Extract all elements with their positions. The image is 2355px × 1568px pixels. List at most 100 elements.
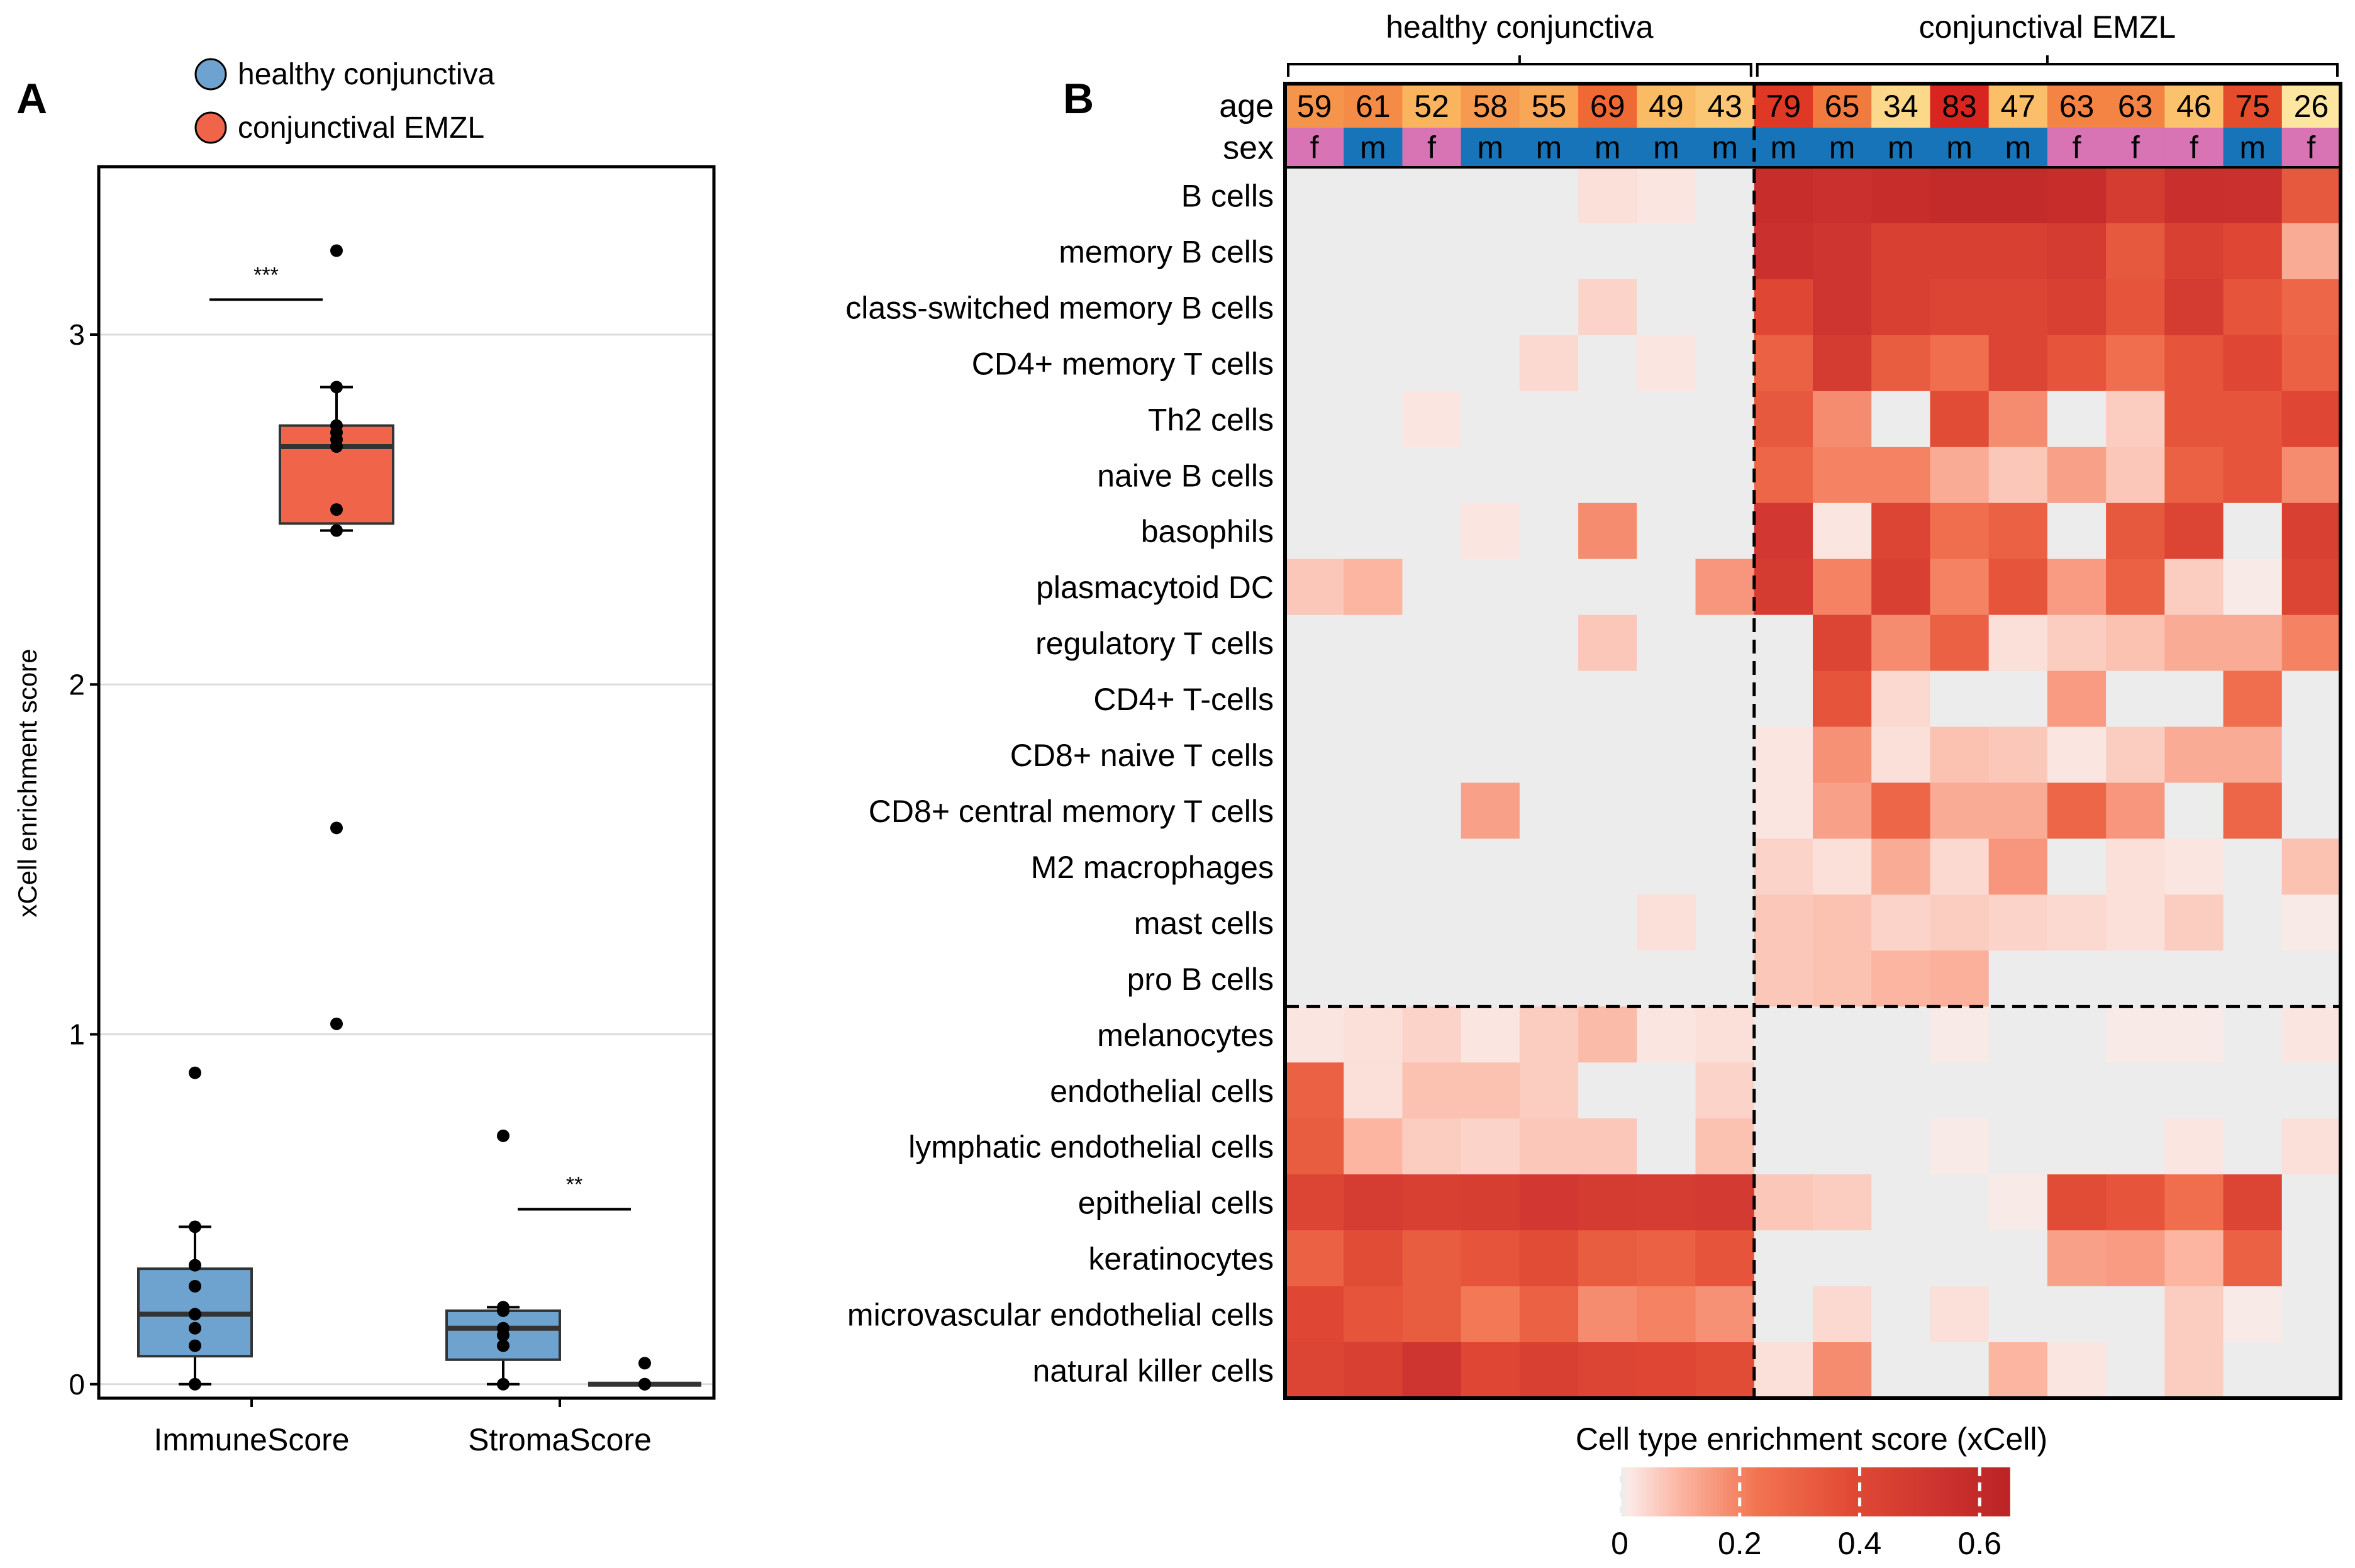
sex-value: f bbox=[2131, 130, 2140, 165]
heatmap-cell bbox=[1285, 670, 1344, 728]
row-label: Th2 cells bbox=[1148, 402, 1274, 437]
heatmap-cell bbox=[1988, 782, 2048, 840]
age-value: 63 bbox=[2059, 89, 2095, 124]
sex-cell bbox=[1578, 128, 1637, 167]
heatmap-cell bbox=[1930, 167, 1990, 224]
data-point bbox=[189, 1321, 201, 1335]
sex-value: m bbox=[1946, 130, 1973, 165]
heatmap-cell bbox=[1754, 1006, 1813, 1063]
heatmap-cell bbox=[1344, 335, 1403, 392]
colorbar-segment bbox=[1694, 1467, 1698, 1516]
age-value: 47 bbox=[2000, 89, 2035, 124]
heatmap-cell bbox=[1988, 1286, 2048, 1343]
heatmap-cell bbox=[1930, 223, 1990, 280]
heatmap-cell bbox=[2164, 1230, 2224, 1287]
heatmap-cell bbox=[1402, 559, 1462, 616]
colorbar: Cell type enrichment score (xCell) 0 0.2 0… bbox=[1576, 1421, 2047, 1561]
colorbar-segment bbox=[1854, 1467, 1857, 1516]
box-healthy-conjunctiva-StromaScore bbox=[445, 1129, 561, 1391]
heatmap-cell bbox=[2223, 1342, 2283, 1399]
heatmap-cell bbox=[2164, 1342, 2224, 1399]
heatmap-cell bbox=[1930, 1230, 1990, 1287]
heatmap-cell bbox=[1344, 726, 1403, 784]
heatmap-cell bbox=[1637, 559, 1696, 616]
heatmap-border bbox=[1283, 82, 2342, 1400]
colorbar-segment bbox=[1957, 1467, 1962, 1516]
heatmap-cell bbox=[1344, 279, 1403, 336]
heatmap-cell bbox=[1519, 614, 1579, 672]
heatmap-cell bbox=[1637, 167, 1696, 224]
heatmap-cell bbox=[1754, 1342, 1813, 1399]
colorbar-segment bbox=[1688, 1467, 1692, 1516]
heatmap-cell bbox=[1578, 1230, 1637, 1287]
heatmap-cell bbox=[1344, 167, 1403, 224]
heatmap-cell bbox=[2281, 1230, 2341, 1287]
heatmap-cell bbox=[2164, 223, 2224, 280]
heatmap-cell bbox=[1344, 1118, 1403, 1175]
heatmap-cell bbox=[1402, 1230, 1462, 1287]
heatmap-cell bbox=[2223, 391, 2283, 448]
colorbar-segment bbox=[1655, 1467, 1659, 1516]
heatmap-cell bbox=[1988, 670, 2048, 728]
heatmap-cell bbox=[1930, 1118, 1990, 1175]
heatmap-cell bbox=[1344, 950, 1403, 1007]
heatmap-cell bbox=[2106, 1118, 2165, 1175]
heatmap-cell bbox=[1519, 391, 1579, 448]
data-point bbox=[497, 1301, 509, 1314]
heatmap-cell bbox=[1813, 782, 1872, 840]
heatmap-cell bbox=[1461, 167, 1520, 224]
sex-value: m bbox=[1477, 130, 1503, 165]
colorbar-segment bbox=[1847, 1467, 1851, 1516]
heatmap-cell bbox=[1519, 1118, 1579, 1175]
heatmap-cell bbox=[1578, 223, 1637, 280]
box-conjunctival-EMZL-StromaScore bbox=[588, 1357, 701, 1391]
sex-cell bbox=[1754, 128, 1813, 167]
heatmap-cell bbox=[1988, 447, 2048, 504]
heatmap-cell bbox=[1695, 1286, 1755, 1343]
y-axis-label: xCell enrichment score bbox=[13, 648, 42, 917]
heatmap-cell bbox=[1461, 614, 1520, 672]
heatmap-cell bbox=[1930, 279, 1990, 336]
heatmap-cell bbox=[1519, 335, 1579, 392]
age-cell bbox=[1695, 84, 1755, 128]
colorbar-segment bbox=[1860, 1467, 1864, 1516]
heatmap-cell bbox=[1637, 726, 1696, 784]
colorbar-segment bbox=[1857, 1467, 1861, 1516]
heatmap-cell bbox=[1402, 167, 1462, 224]
sex-cell bbox=[1813, 128, 1872, 167]
row-label: CD4+ memory T cells bbox=[972, 346, 1274, 381]
heatmap-cell bbox=[2281, 1174, 2341, 1231]
colorbar-segment bbox=[1922, 1467, 1926, 1516]
colorbar-title: Cell type enrichment score (xCell) bbox=[1576, 1421, 2047, 1457]
heatmap-cell bbox=[1930, 1006, 1990, 1063]
heatmap-cell bbox=[1519, 670, 1579, 728]
legend-swatch bbox=[194, 111, 227, 144]
heatmap-cell bbox=[1344, 1286, 1403, 1343]
heatmap-cell bbox=[1754, 167, 1813, 224]
colorbar-segment bbox=[1626, 1467, 1630, 1516]
heatmap-cell bbox=[1813, 838, 1872, 896]
heatmap-cell bbox=[1754, 503, 1813, 560]
row-label: keratinocytes bbox=[1088, 1242, 1274, 1277]
heatmap-cell bbox=[1285, 447, 1344, 504]
heatmap-cell bbox=[1519, 1006, 1579, 1063]
heatmap-cell bbox=[1402, 1118, 1462, 1175]
heatmap-cell bbox=[1402, 782, 1462, 840]
sex-value: m bbox=[1536, 130, 1562, 165]
colorbar-segment bbox=[1681, 1467, 1686, 1516]
colorbar-segment bbox=[1752, 1467, 1757, 1516]
age-value: 61 bbox=[1356, 89, 1391, 124]
colorbar-segment bbox=[1788, 1467, 1793, 1516]
heatmap-cell bbox=[2281, 1006, 2341, 1063]
heatmap-cell bbox=[1461, 950, 1520, 1007]
heatmap-cell bbox=[2106, 559, 2165, 616]
heatmap-cell bbox=[2106, 223, 2165, 280]
colorbar-segment bbox=[1759, 1467, 1764, 1516]
heatmap-cell bbox=[1988, 167, 2048, 224]
heatmap-cell bbox=[1637, 1062, 1696, 1119]
heatmap-cell bbox=[1402, 503, 1462, 560]
colorbar-segment bbox=[1662, 1467, 1666, 1516]
heatmap-cell bbox=[1871, 894, 1931, 951]
heatmap-cell bbox=[2164, 614, 2224, 672]
heatmap-cell bbox=[1402, 1342, 1462, 1399]
